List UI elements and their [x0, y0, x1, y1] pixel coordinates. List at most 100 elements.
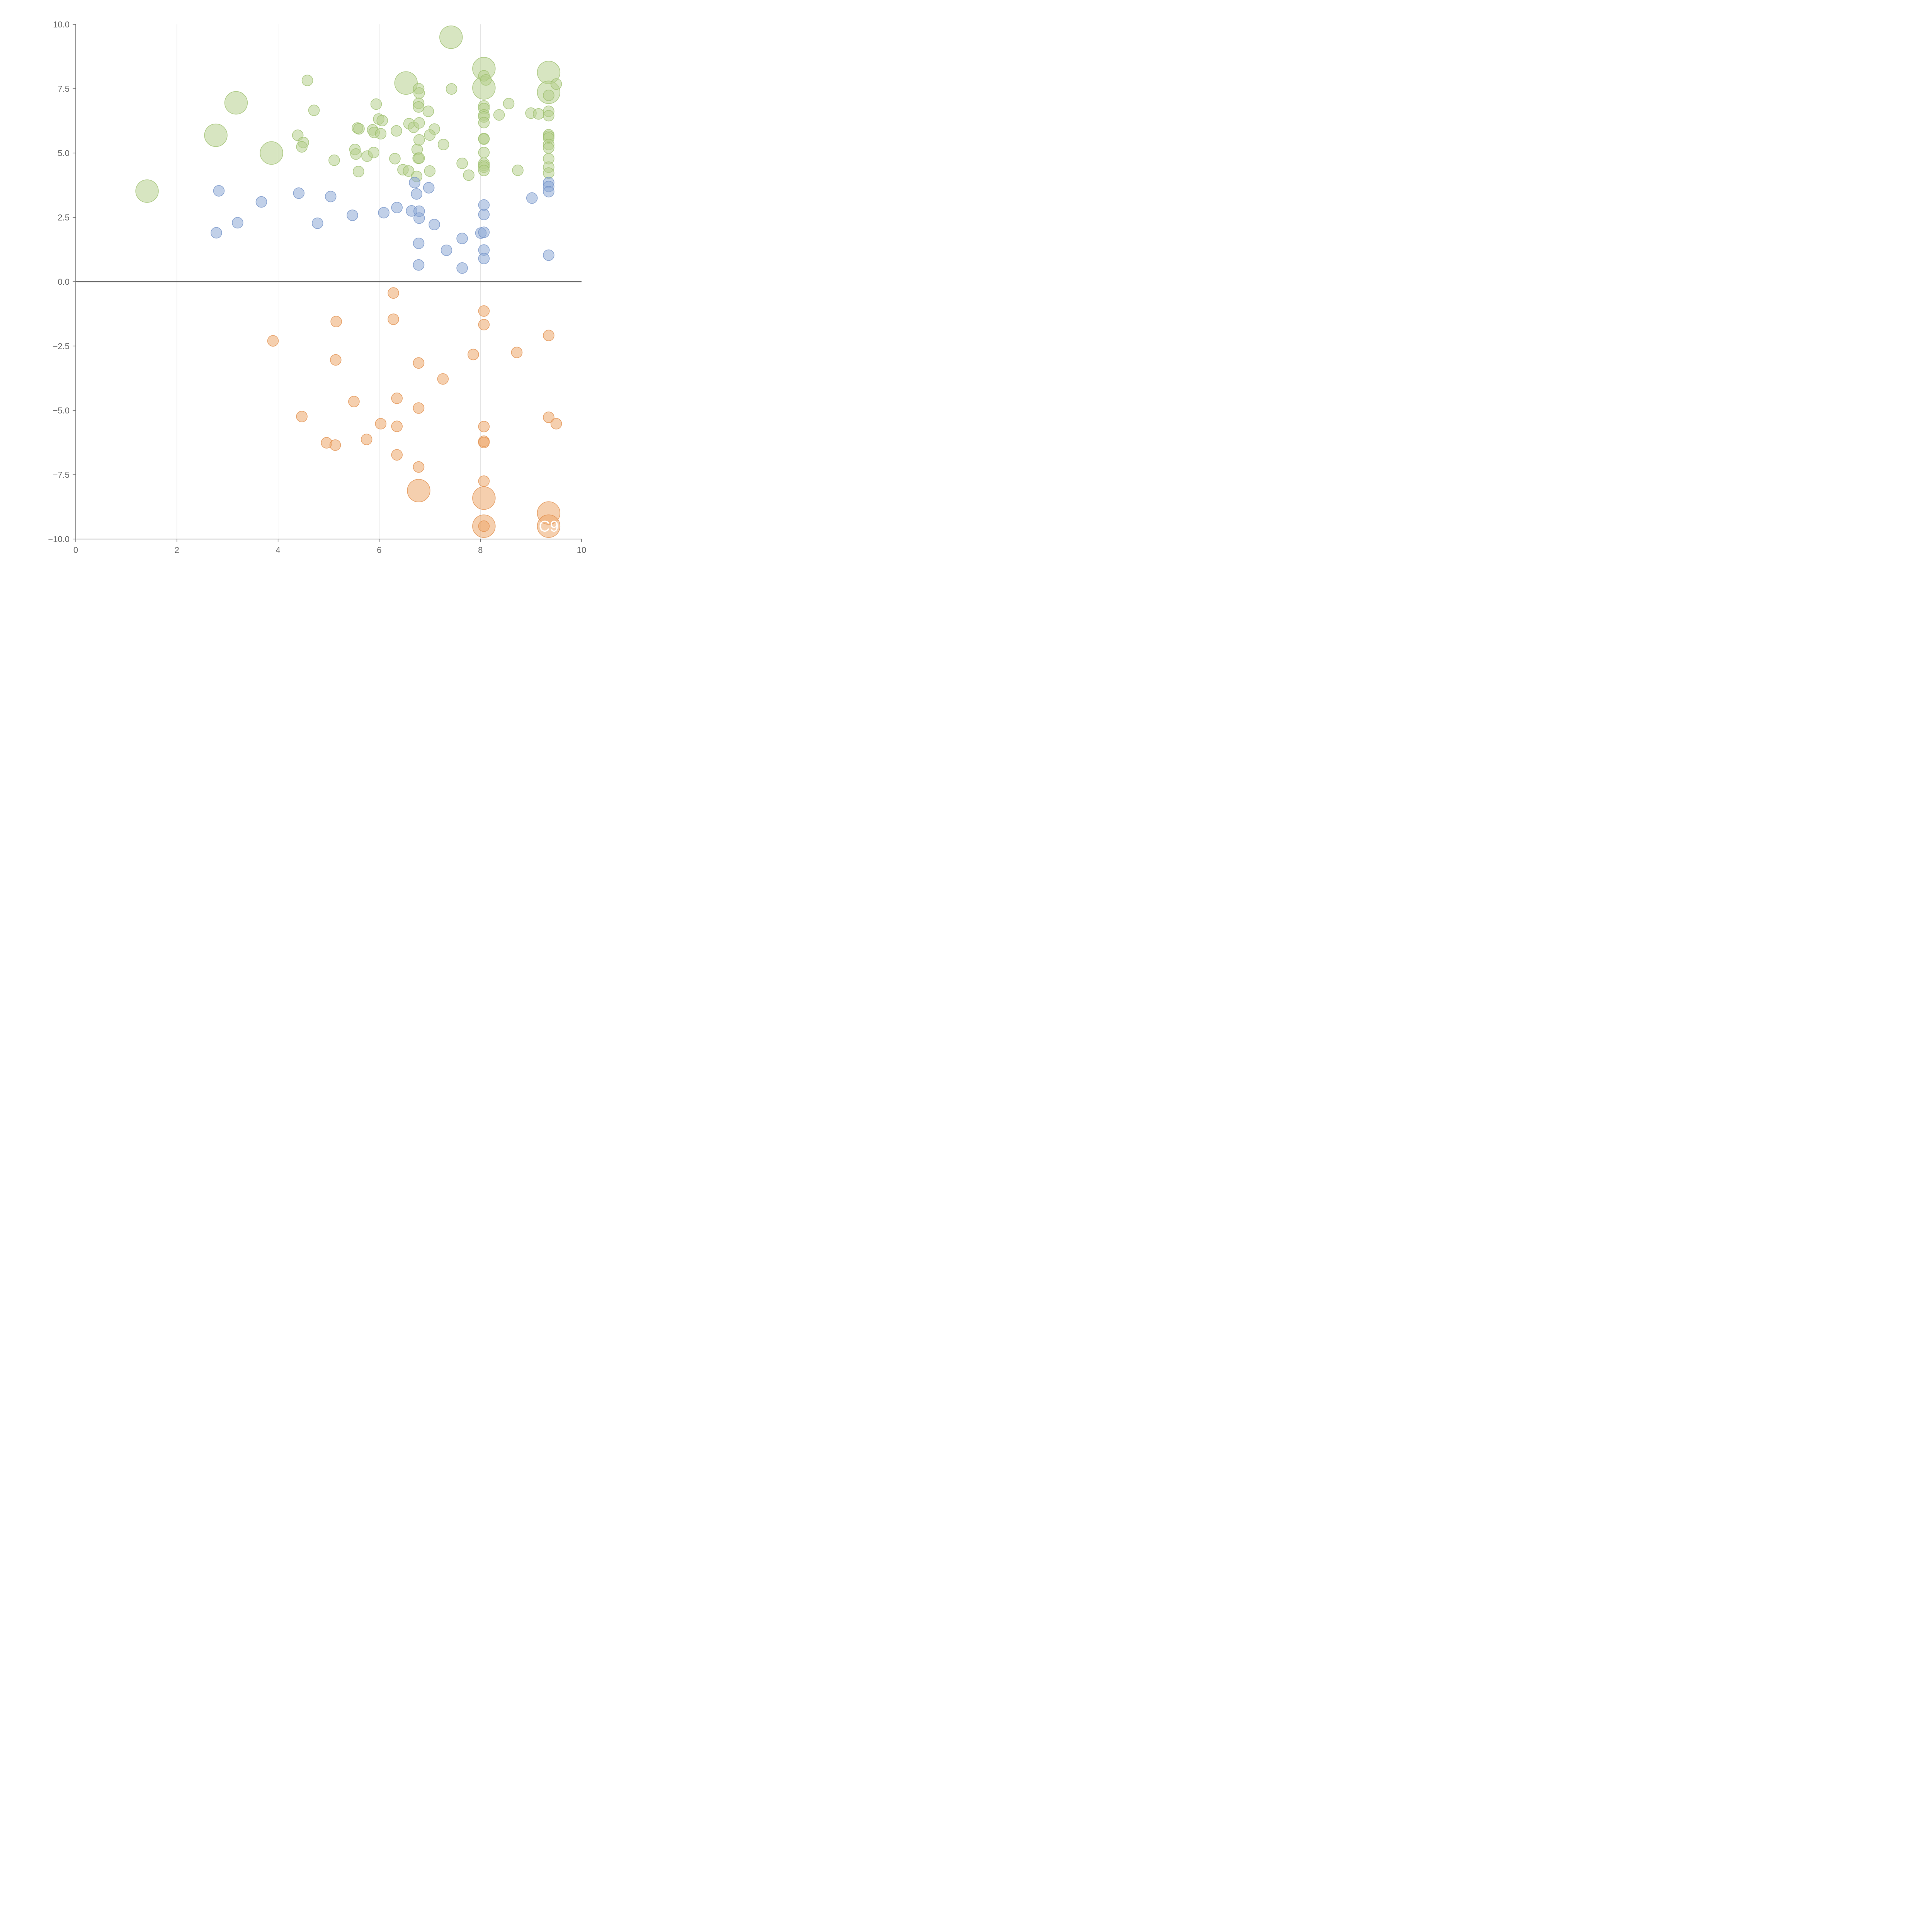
blue-point	[478, 253, 490, 264]
orange-point	[550, 418, 562, 430]
green-point	[328, 154, 340, 166]
y-tick-label: −10.0	[48, 534, 70, 544]
green-point	[478, 146, 490, 158]
orange-point	[388, 287, 399, 299]
x-tick-label: 6	[377, 545, 381, 555]
green-point	[478, 165, 490, 177]
blue-point	[378, 207, 389, 219]
blue-point	[478, 226, 490, 238]
green-point	[260, 141, 283, 165]
blue-point	[347, 209, 358, 221]
green-point	[424, 129, 436, 141]
green-point	[543, 90, 554, 101]
x-tick-label: 8	[478, 545, 483, 555]
green-point	[503, 98, 515, 109]
annotations: C9	[539, 518, 558, 535]
blue-point	[543, 186, 554, 197]
green-point	[480, 74, 492, 86]
green-point	[375, 128, 387, 139]
green-point	[413, 87, 425, 99]
orange-point	[267, 335, 279, 347]
orange-point	[361, 434, 372, 446]
green-point	[543, 167, 554, 179]
orange-point	[543, 412, 554, 423]
green-point	[301, 75, 313, 86]
green-point	[224, 91, 248, 115]
orange-point	[413, 461, 425, 473]
green-point	[550, 78, 562, 90]
green-point	[478, 133, 490, 145]
blue-point	[543, 249, 554, 261]
green-point	[446, 83, 457, 95]
orange-point	[478, 305, 490, 317]
green-point	[296, 141, 308, 153]
orange-point	[543, 330, 554, 341]
blue-point	[478, 199, 490, 211]
orange-point	[391, 392, 403, 404]
orange-point	[413, 357, 425, 369]
blue-point	[255, 196, 267, 208]
blue-point	[211, 227, 222, 239]
blue-point	[429, 219, 440, 230]
green-point	[308, 104, 320, 116]
green-point	[353, 123, 365, 135]
orange-point	[468, 349, 479, 361]
y-tick-label: 0.0	[58, 277, 70, 287]
green-point	[394, 71, 418, 95]
green-point	[389, 153, 401, 165]
ticks: 0 2 4 6 8 10 −10.0 −7.5 −5.0 −2.5 0.0 2.5 5.0 7.5 10.0	[48, 20, 586, 555]
blue-point	[411, 188, 423, 200]
orange-point	[472, 486, 496, 510]
green-point	[135, 179, 159, 203]
blue-point	[413, 237, 425, 249]
blue-point	[391, 202, 403, 213]
green-point	[352, 166, 364, 177]
green-point	[368, 146, 379, 158]
orange-point	[375, 418, 387, 430]
bubble-label: C9	[539, 518, 558, 535]
green-point	[350, 148, 362, 160]
green-point	[413, 101, 425, 113]
orange-point	[478, 437, 490, 449]
blue-point	[423, 182, 435, 194]
y-tick-label: −7.5	[53, 470, 70, 480]
orange-point	[348, 396, 360, 408]
blue-point	[409, 177, 420, 189]
green-point	[422, 105, 434, 117]
orange-point	[407, 479, 430, 502]
orange-point	[329, 439, 341, 451]
orange-point	[478, 520, 490, 532]
x-tick-label: 0	[73, 545, 78, 555]
blue-point	[440, 244, 452, 256]
y-tick-label: −2.5	[53, 342, 70, 351]
orange-point	[478, 319, 490, 331]
green-point	[204, 123, 228, 147]
green-point	[413, 134, 425, 146]
bubble-chart: 0 2 4 6 8 10 −10.0 −7.5 −5.0 −2.5 0.0 2.5 5.0 7.5 10.0…	[48, 20, 586, 555]
green-point	[463, 169, 474, 181]
blue-point	[456, 262, 468, 274]
green-point	[439, 26, 463, 49]
orange-point	[437, 373, 449, 385]
blue-point	[311, 218, 323, 229]
green-point	[424, 165, 436, 177]
y-tick-label: 7.5	[58, 84, 70, 94]
blue-point	[456, 233, 468, 244]
y-tick-label: 2.5	[58, 213, 70, 223]
blue-point	[232, 217, 243, 229]
y-tick-label: 5.0	[58, 148, 70, 158]
data-points	[135, 26, 562, 538]
blue-point	[526, 192, 538, 204]
blue-point	[325, 190, 337, 202]
x-tick-label: 4	[276, 545, 280, 555]
green-point	[543, 110, 554, 122]
green-point	[403, 165, 415, 177]
orange-point	[478, 421, 490, 432]
blue-point	[478, 209, 490, 220]
green-point	[370, 98, 382, 110]
green-point	[493, 109, 505, 121]
green-point	[413, 152, 425, 164]
green-point	[376, 115, 388, 126]
blue-point	[293, 187, 305, 199]
green-point	[478, 117, 490, 129]
